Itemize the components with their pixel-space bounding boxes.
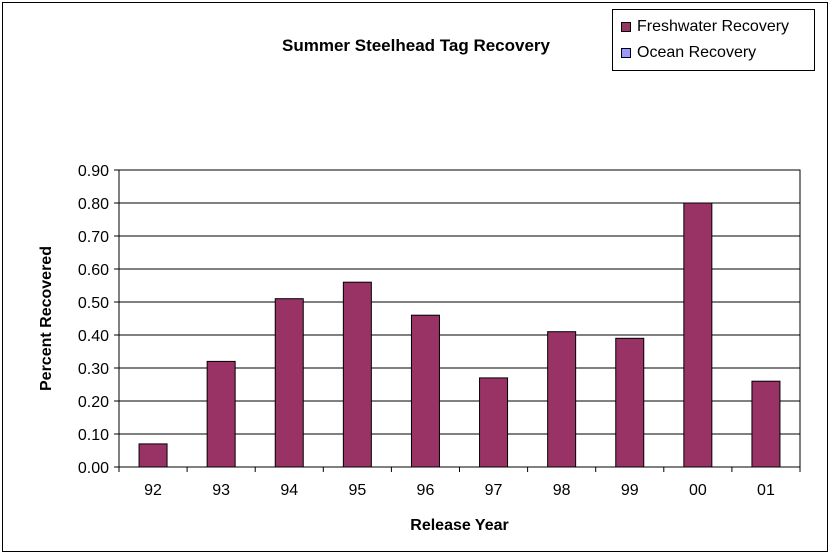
bar-freshwater-94	[274, 298, 304, 468]
bar-freshwater-00	[683, 202, 713, 468]
x-tick-label: 01	[757, 482, 775, 499]
chart-frame: Summer Steelhead Tag Recovery 0.00 0.10 0.…	[2, 2, 828, 552]
legend-item-freshwater: Freshwater Recovery	[621, 16, 789, 38]
x-tick-label: 95	[348, 482, 366, 499]
legend-label-ocean: Ocean Recovery	[637, 44, 757, 61]
legend-label-freshwater: Freshwater Recovery	[637, 18, 790, 35]
bar-freshwater-92	[138, 443, 168, 468]
y-tick-label: 0.50	[78, 295, 109, 312]
x-tick-label: 93	[212, 482, 230, 499]
y-axis-ticks: 0.00 0.10 0.20 0.30 0.40 0.50 0.60 0.70 0.80 0.90	[78, 163, 119, 477]
x-axis-ticks: 92 93 94 95 96 97 98 99 00 01	[118, 467, 801, 499]
x-tick-label: 97	[485, 482, 503, 499]
bar-freshwater-95	[342, 281, 372, 468]
bar-freshwater-98	[547, 331, 577, 468]
x-tick-label: 00	[689, 482, 707, 499]
bar-freshwater-93	[206, 360, 236, 468]
chart-title: Summer Steelhead Tag Recovery	[282, 36, 551, 55]
bar-freshwater-01	[751, 380, 781, 468]
y-tick-label: 0.40	[78, 328, 109, 345]
y-axis-title: Percent Recovered	[38, 246, 55, 391]
bar-chart: Summer Steelhead Tag Recovery 0.000.100.…	[38, 36, 801, 534]
x-tick-label: 92	[144, 482, 162, 499]
legend-swatch-ocean	[621, 48, 631, 58]
y-tick-label: 0.70	[78, 229, 109, 246]
x-tick-label: 96	[417, 482, 435, 499]
x-tick-label: 99	[621, 482, 639, 499]
legend: Freshwater Recovery Ocean Recovery	[612, 9, 815, 71]
y-tick-label: 0.80	[78, 196, 109, 213]
y-tick-label: 0.10	[78, 427, 109, 444]
y-tick-label: 0.30	[78, 361, 109, 378]
legend-swatch-freshwater	[621, 22, 631, 32]
bar-freshwater-96	[410, 314, 440, 468]
y-tick-label: 0.90	[78, 163, 109, 180]
y-tick-label: 0.60	[78, 262, 109, 279]
x-tick-label: 98	[553, 482, 571, 499]
y-tick-label: 0.20	[78, 394, 109, 411]
legend-item-ocean: Ocean Recovery	[621, 42, 756, 64]
bars	[138, 202, 781, 468]
bar-freshwater-97	[479, 377, 509, 468]
bar-freshwater-99	[615, 337, 645, 468]
y-tick-label: 0.00	[78, 460, 109, 477]
x-axis-title: Release Year	[410, 517, 508, 534]
x-tick-label: 94	[280, 482, 298, 499]
